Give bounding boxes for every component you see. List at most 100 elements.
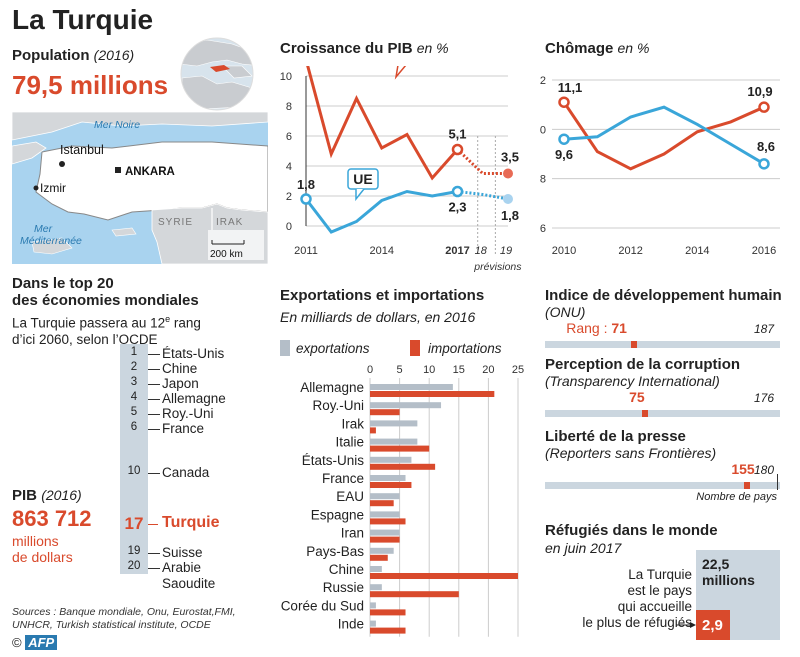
population-year: (2016) (93, 47, 135, 63)
pib-point (451, 185, 464, 198)
pib-chart-title-row: Croissance du PIB en % (280, 40, 449, 57)
index-rank-value: 75 (629, 389, 645, 405)
refugees-total-unit: millions (702, 572, 755, 588)
bar-importations (370, 609, 406, 616)
pib-forecast-label: prévisions (473, 261, 522, 273)
bar-exportations (370, 493, 400, 500)
rank-connector (148, 428, 160, 430)
bar-exportations (370, 511, 400, 518)
trade-xtick: 10 (423, 364, 435, 376)
rank-connector (148, 523, 158, 525)
chomage-series-line (563, 105, 765, 166)
refugees-text: La Turquie est le pays qui accueille le … (540, 567, 692, 631)
top20-heading: Dans le top 20 des économies mondiales (12, 275, 199, 309)
top20-note-line2: d’ici 2060, selon l’OCDE (12, 331, 158, 347)
chomage-point (558, 133, 570, 145)
trade-xtick: 15 (453, 364, 465, 376)
chomage-data-label: 8,6 (757, 139, 775, 154)
index-rank-value: 155 (731, 461, 755, 477)
pib-ytick: 2 (286, 191, 292, 203)
index-rank-value: 71 (611, 320, 627, 336)
legend-imports: importations (428, 341, 502, 356)
index-title: Liberté de la presse (545, 428, 686, 445)
bar-importations (370, 591, 459, 598)
chomage-title-row: Chômage en % (545, 40, 649, 57)
trade-category: France (322, 471, 364, 486)
index-rank-prefix: Rang : (566, 320, 612, 336)
pib-series-line (304, 189, 458, 234)
top20-note-a: La Turquie passera au 12 (12, 315, 166, 331)
index-total: 176 (753, 391, 774, 405)
pib-unit: millions de dollars (12, 533, 73, 565)
chomage-ytick: 10 (540, 124, 546, 136)
pib-chart-unit: en % (416, 40, 449, 56)
sources: Sources : Banque mondiale, Onu, Eurostat… (12, 606, 236, 632)
trade-category: Allemagne (300, 380, 364, 395)
pib-xtick: 2017 (445, 245, 469, 257)
refugees-text-2: est le pays (627, 583, 692, 598)
bar-exportations (370, 529, 400, 536)
bar-exportations (370, 384, 453, 390)
index-title: Perception de la corruption (545, 356, 741, 373)
rank-number: 6 (130, 421, 138, 433)
chomage-data-label: 11,1 (558, 80, 583, 95)
pib-xtick: 2014 (370, 245, 394, 257)
bar-exportations (370, 547, 394, 554)
rank-connector (148, 383, 160, 385)
map-label-istanbul: Istanbul (60, 143, 104, 157)
rank-number: 5 (130, 406, 138, 418)
map-label-iraq: IRAK (216, 217, 243, 228)
rank-number: 19 (127, 545, 141, 557)
pib-ytick: 6 (286, 131, 292, 143)
chomage-ytick: 6 (540, 223, 546, 235)
bar-importations (370, 518, 406, 525)
bar-importations (370, 409, 400, 416)
trade-xtick: 20 (482, 364, 494, 376)
pib-forecast-point (503, 194, 513, 204)
index-marker (744, 482, 751, 489)
bar-exportations (370, 456, 412, 463)
trade-xtick: 5 (397, 364, 403, 376)
map-label-med-2: Méditerranée (20, 235, 82, 247)
sources-line2: UNHCR, Turkish statistical institute, OC… (12, 619, 211, 631)
chomage-xtick: 2012 (618, 245, 642, 257)
index-total: 180 (753, 463, 774, 477)
refugees-turkey-box: 2,9 (696, 609, 730, 640)
top20-note: La Turquie passera au 12e rang d’ici 206… (12, 311, 201, 348)
pib-forecast-point (503, 168, 513, 179)
rank-connector (148, 567, 160, 569)
bar-importations (370, 482, 412, 488)
rank-number: 20 (127, 560, 141, 572)
copyright-symbol: © (12, 635, 22, 650)
pib-xtick: 19 (500, 245, 512, 257)
pib-series-forecast (457, 190, 509, 201)
index-subtitle: (ONU) (545, 304, 586, 320)
trade-category: Roy.-Uni (312, 398, 364, 413)
index-rank: Rang : 71 (566, 320, 627, 336)
trade-subtitle: En milliards de dollars, en 2016 (280, 309, 476, 325)
trade-category: Pays-Bas (306, 544, 364, 559)
rank-connector (148, 353, 160, 355)
index-bar (545, 410, 780, 417)
trade-category: Irak (341, 416, 364, 431)
rank-connector (148, 368, 160, 370)
trade-category: Chine (329, 562, 364, 577)
pib-data-label: 2,3 (448, 200, 466, 215)
bar-importations (370, 463, 436, 470)
rank-number: 2 (130, 361, 138, 373)
rank-20-line2: Saoudite (162, 576, 216, 591)
trade-xtick: 25 (512, 364, 524, 376)
pib-point (451, 143, 464, 156)
pib-data-label: 5,1 (448, 127, 466, 142)
trade-category: Espagne (311, 507, 364, 522)
pib-unit-line1: millions (12, 533, 59, 549)
trade-category: EAU (336, 489, 364, 504)
pib-series-tag-pointer (355, 188, 365, 202)
globe-icon (180, 37, 254, 111)
top20-note-sup: e (165, 314, 171, 324)
bar-importations (370, 391, 495, 397)
bar-exportations (370, 602, 376, 609)
refugees-turkey-value: 2,9 (702, 616, 723, 634)
map-label-syria: SYRIE (158, 217, 193, 228)
map-label-med-1: Mer (34, 223, 53, 235)
